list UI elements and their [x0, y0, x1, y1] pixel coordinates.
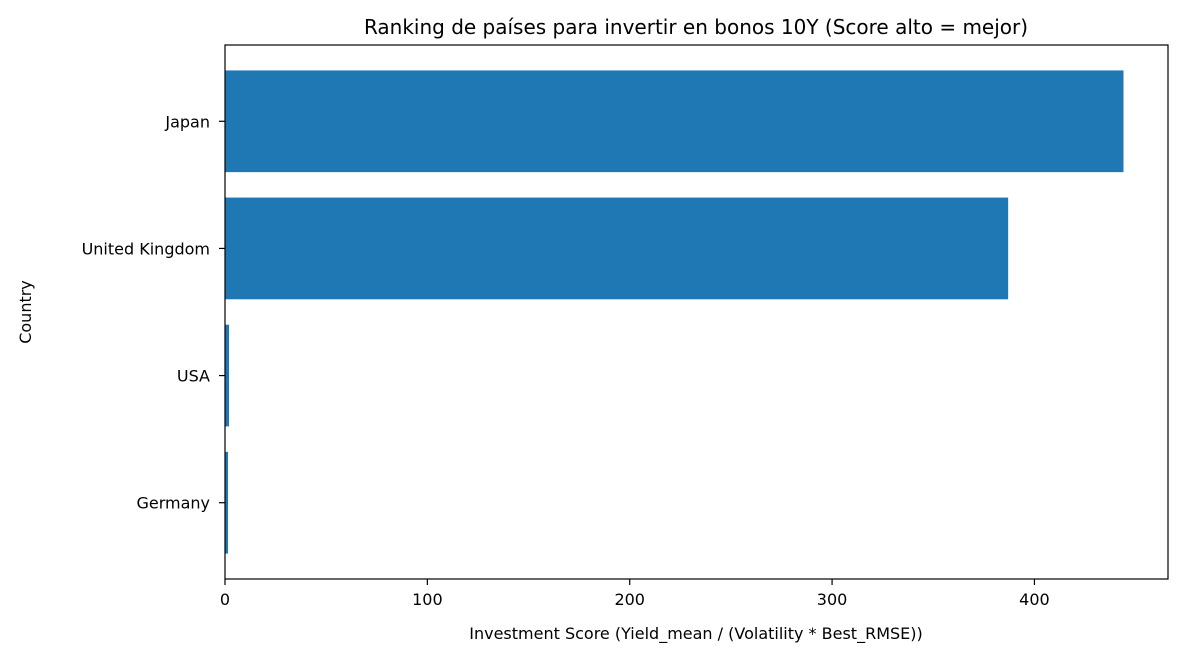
y-tick-label: Germany	[136, 494, 210, 513]
y-tick-label: Japan	[164, 112, 210, 131]
y-tick-label: United Kingdom	[82, 239, 210, 258]
bar-united-kingdom	[225, 197, 1009, 300]
x-axis-label: Investment Score (Yield_mean / (Volatili…	[469, 624, 923, 644]
bar-usa	[225, 324, 230, 427]
x-tick-label: 0	[220, 590, 230, 609]
y-tick-label: USA	[177, 367, 210, 386]
bars-group	[225, 70, 1124, 554]
y-axis-ticks: Japan United Kingdom USA Germany	[82, 112, 225, 513]
chart-title: Ranking de países para invertir en bonos…	[364, 15, 1028, 39]
x-tick-label: 200	[614, 590, 645, 609]
x-axis-ticks: 0 100 200 300 400	[220, 579, 1050, 609]
x-tick-label: 400	[1019, 590, 1050, 609]
bar-japan	[225, 70, 1124, 173]
x-tick-label: 300	[817, 590, 848, 609]
bar-germany	[225, 451, 229, 554]
y-axis-label: Country	[16, 280, 35, 344]
x-tick-label: 100	[412, 590, 443, 609]
plot-frame	[224, 44, 1169, 580]
